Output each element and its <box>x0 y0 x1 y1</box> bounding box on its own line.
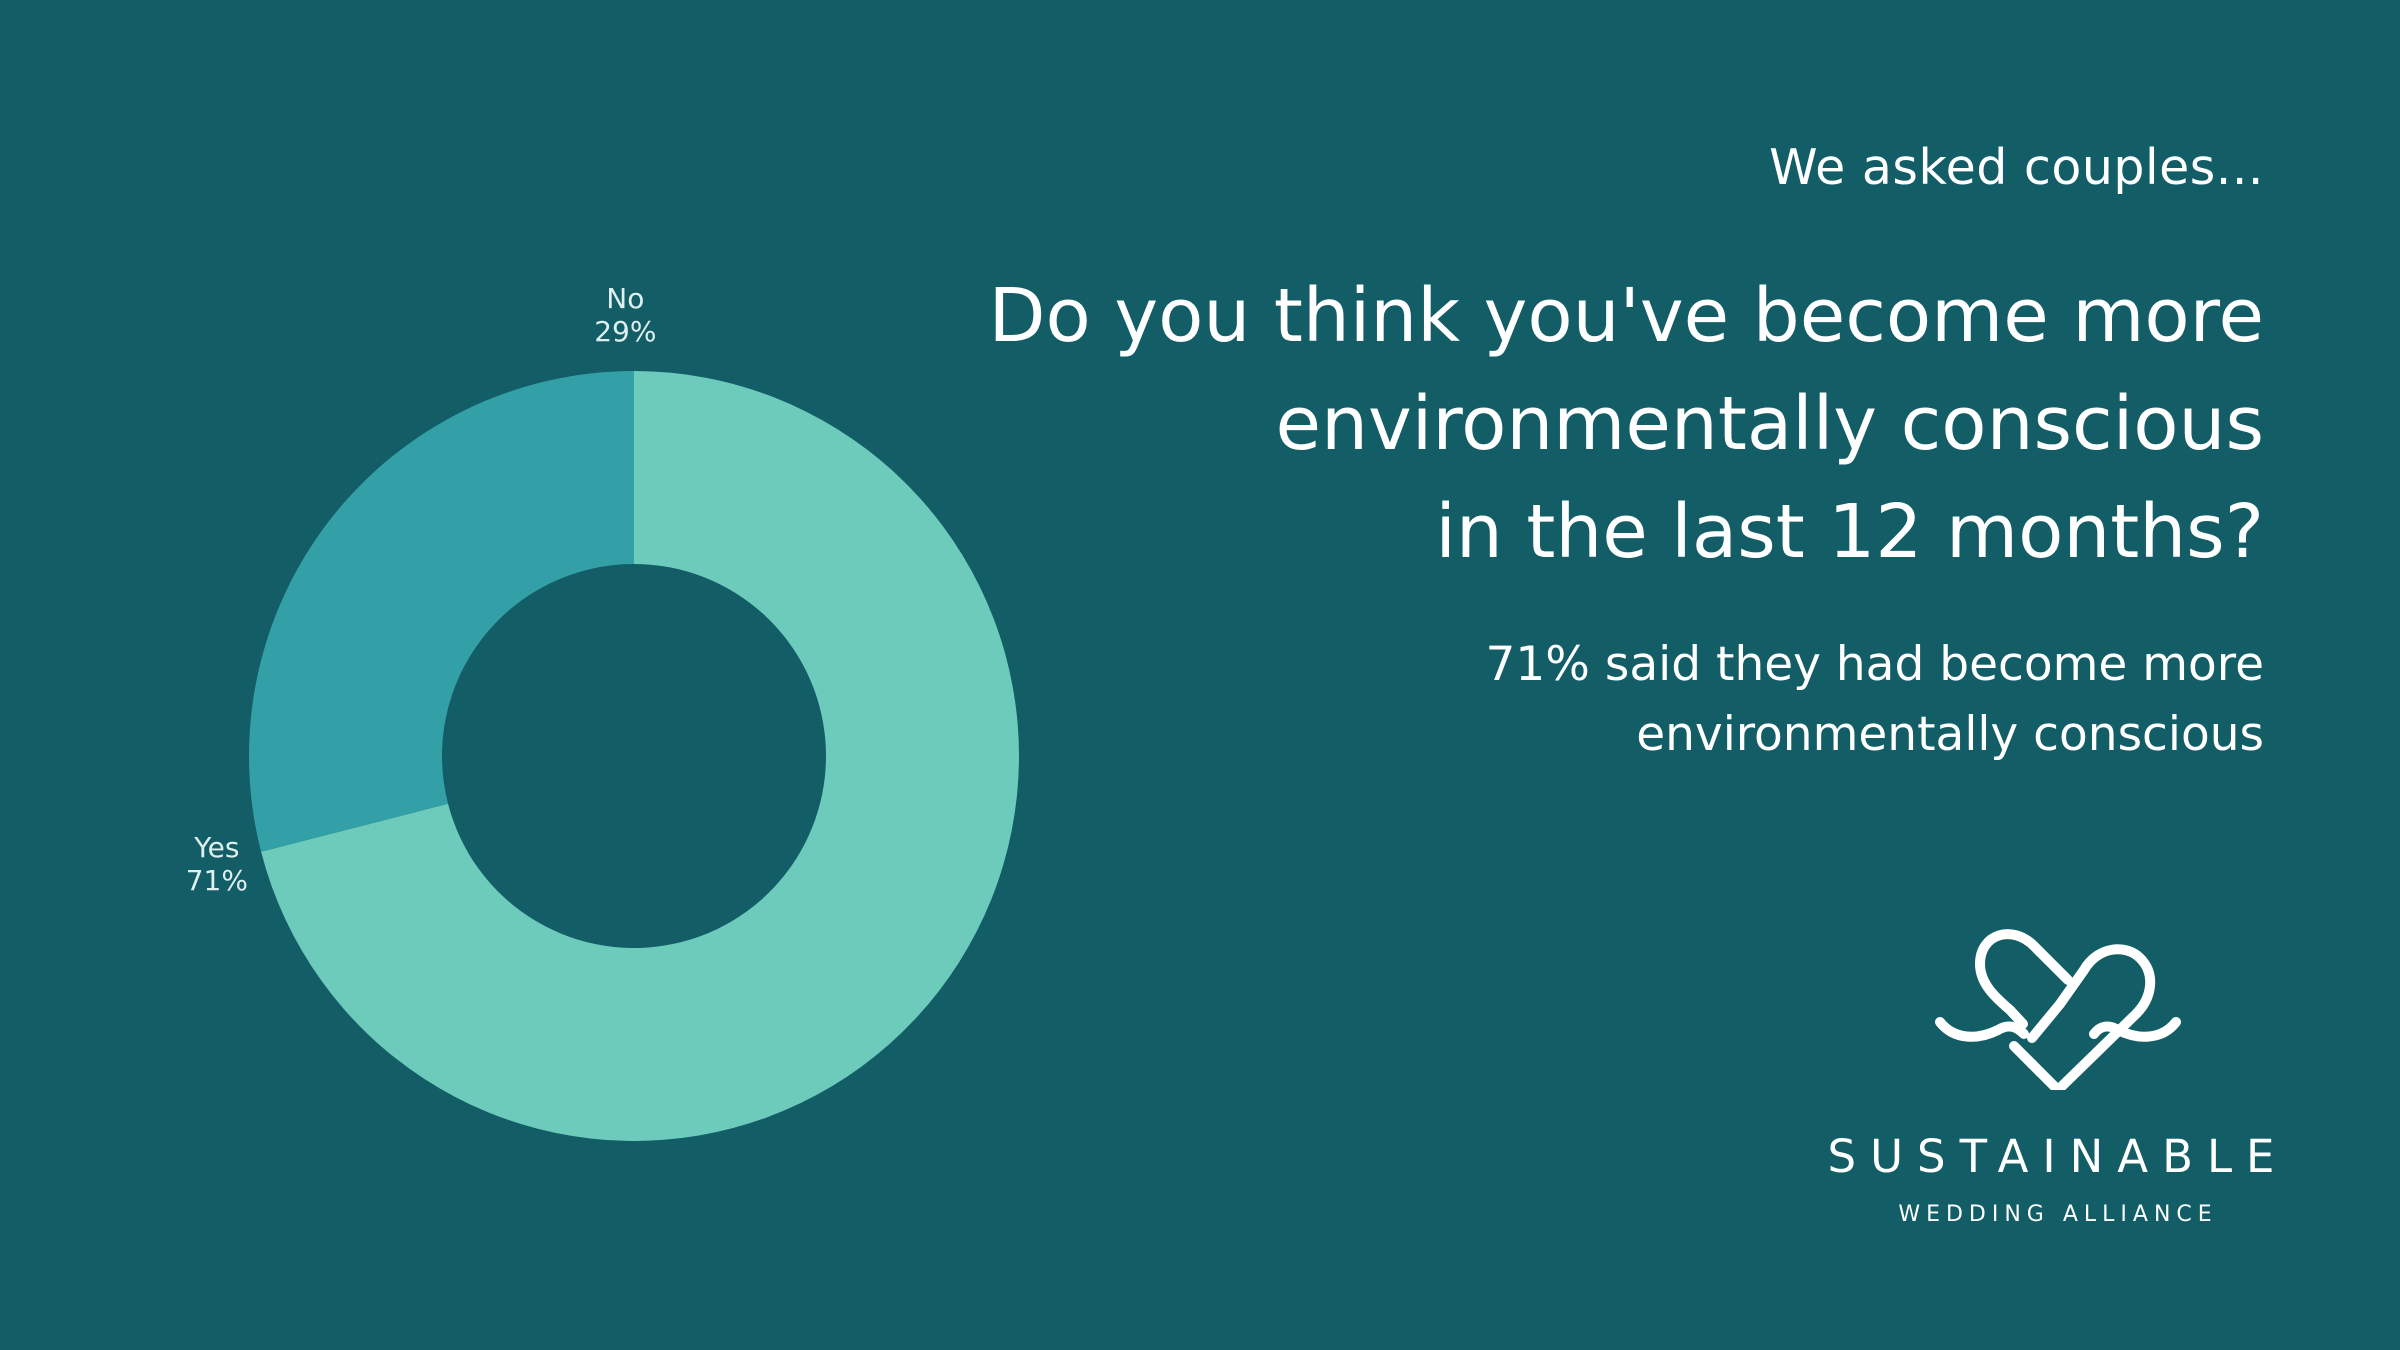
slice-label-no-category: No <box>606 282 645 316</box>
logo-name: SUSTAINABLE <box>1827 1130 2289 1183</box>
answer-summary: 71% said they had become more environmen… <box>1485 630 2264 770</box>
heart-infinity-icon <box>1935 929 2181 1090</box>
slice-label-no: No 29% <box>580 282 670 348</box>
eyebrow-text: We asked couples... <box>1769 139 2264 196</box>
question-line-2: environmentally conscious <box>1275 381 2264 467</box>
slice-label-yes-value: 71% <box>185 864 248 898</box>
donut-slice-yes <box>261 371 1020 1142</box>
answer-line-1: 71% said they had become more <box>1485 637 2264 692</box>
donut-chart <box>249 371 1020 1142</box>
answer-line-2: environmentally conscious <box>1636 707 2264 762</box>
donut-slice-no <box>249 371 634 852</box>
question-line-1: Do you think you've become more <box>988 273 2264 359</box>
question-line-3: in the last 12 months? <box>1435 489 2264 575</box>
slice-label-yes: Yes 71% <box>172 831 262 897</box>
slice-label-yes-category: Yes <box>194 831 240 865</box>
logo-subtitle: WEDDING ALLIANCE <box>1898 1202 2218 1227</box>
slice-label-no-value: 29% <box>594 315 657 349</box>
question-heading: Do you think you've become more environm… <box>989 262 2264 586</box>
sustainable-wedding-alliance-logo: SUSTAINABLE WEDDING ALLIANCE <box>1808 900 2308 1240</box>
